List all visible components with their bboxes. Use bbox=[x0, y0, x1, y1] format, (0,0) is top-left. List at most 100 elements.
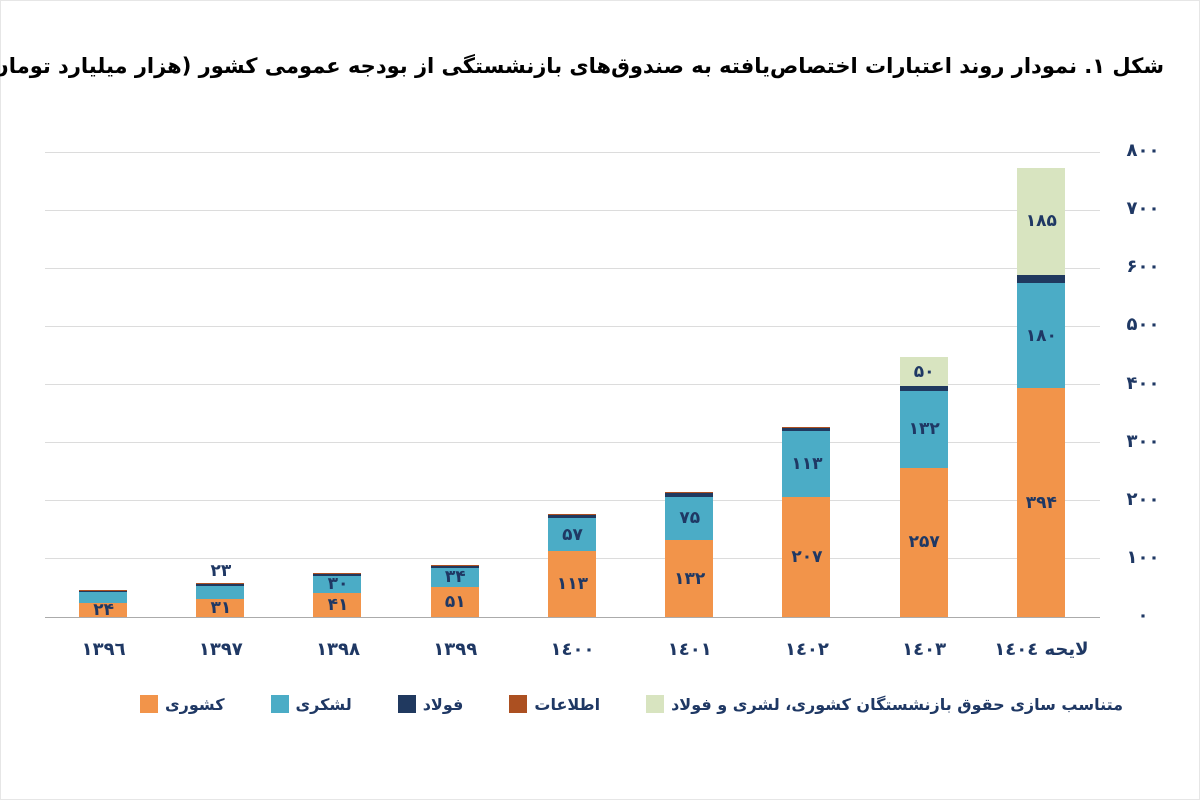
y-tick-label: ۰ bbox=[1137, 605, 1149, 626]
gridline bbox=[45, 500, 1100, 502]
y-tick-label: ۶۰۰ bbox=[1126, 256, 1160, 278]
x-axis-label: لایحه ١٤٠٤ bbox=[994, 639, 1089, 660]
bar-segment bbox=[1016, 167, 1065, 276]
bar-segment bbox=[196, 585, 245, 599]
y-tick-label: ۵۰۰ bbox=[1126, 314, 1160, 336]
y-tick-label: ۱۰۰ bbox=[1126, 546, 1160, 568]
y-tick-label: ۲۰۰ bbox=[1126, 488, 1160, 510]
y-tick-label: ۳۰۰ bbox=[1126, 430, 1160, 452]
bar-value-label: ۳۹۴ bbox=[1025, 492, 1057, 513]
legend-swatch bbox=[397, 695, 416, 713]
bar-segment bbox=[430, 565, 479, 568]
bar-value-label: ۲۴ bbox=[93, 600, 114, 621]
bar-value-label: ۴۱ bbox=[327, 595, 349, 616]
bar-segment bbox=[196, 583, 245, 585]
legend-item: فولاد bbox=[397, 694, 464, 714]
gridline bbox=[45, 267, 1100, 269]
bar-segment bbox=[665, 493, 714, 497]
bar-value-label: ۳۴ bbox=[444, 567, 466, 588]
x-axis: ١٣٩٦ ١٣٩٧ ١٣٩٨ ١٣٩٩ ١٤٠٠ ١٤٠١ ١٤٠٢ ١٤٠٣ لایحه ١٤… bbox=[45, 639, 1100, 669]
bar-segment bbox=[430, 567, 479, 588]
x-axis-label: ١٤٠٢ bbox=[784, 639, 829, 660]
bar-value-label: ۳۰ bbox=[327, 574, 349, 595]
bar-value-label: ۵۱ bbox=[444, 592, 466, 613]
bar-segment bbox=[547, 551, 596, 617]
bar-segment bbox=[547, 515, 596, 519]
legend-swatch bbox=[140, 695, 158, 713]
bar-value-label: ۲۳ bbox=[210, 560, 232, 581]
bar-value-label: ۲۰۷ bbox=[791, 546, 823, 567]
bar-segment bbox=[899, 357, 948, 387]
bar-segment bbox=[1016, 388, 1065, 617]
x-axis-label: ١٣٩٦ bbox=[81, 639, 126, 660]
bar-segment bbox=[899, 390, 948, 468]
bar-segment bbox=[782, 428, 831, 431]
legend-item: متناسب سازی حقوق بازنشستگان کشوری، لشری … bbox=[646, 695, 1123, 714]
bar-segment bbox=[899, 467, 948, 617]
legend-label: اطلاعات bbox=[534, 694, 601, 714]
bar-segment bbox=[547, 514, 596, 516]
bar-segment bbox=[1016, 283, 1065, 388]
legend-item: لشکری bbox=[270, 694, 352, 714]
y-tick-label: ۴۰۰ bbox=[1126, 372, 1160, 394]
bar-value-label: ۳۱ bbox=[210, 597, 232, 618]
bar-value-label: ۲۵۷ bbox=[908, 532, 940, 553]
y-tick-label: ۸۰۰ bbox=[1126, 140, 1160, 161]
bar-segment bbox=[79, 591, 127, 593]
legend-label: لشکری bbox=[295, 694, 352, 714]
x-axis-label: ١٣٩٨ bbox=[316, 639, 361, 660]
bar-segment bbox=[430, 564, 479, 566]
x-axis-label: ١٤٠١ bbox=[667, 639, 712, 660]
bar-value-label: ۵۰ bbox=[913, 361, 935, 382]
legend-label: متناسب سازی حقوق بازنشستگان کشوری، لشری … bbox=[671, 694, 1124, 714]
bar-stack: ۱۳۲ ۷۵ bbox=[631, 152, 748, 617]
legend-label: فولاد bbox=[422, 694, 464, 714]
plot-area: ۰ ۱۰۰ ۲۰۰ ۳۰۰ ۴۰۰ ۵۰۰ ۶۰۰ ۷۰۰ ۸۰۰ ۲۴ ۳۱ ۲۳ ۴۱ ۳۰ ۵۱ ۳۴ ۱… bbox=[45, 140, 1159, 626]
bar-stack: ۳۹۴ ۱۸۰ ۱۸۵ bbox=[983, 152, 1100, 617]
bar-value-label: ۱۸۵ bbox=[1025, 211, 1057, 232]
bar-segment bbox=[79, 590, 127, 592]
legend: کشوری لشکری فولاد اطلاعات متناسب سازی حقوق ب… bbox=[140, 688, 1123, 720]
chart-title: شکل ۱. نمودار روند اعتبارات اختصاص‌یافته… bbox=[0, 54, 1164, 78]
bar-stack: ۵۱ ۳۴ bbox=[397, 152, 514, 617]
legend-swatch bbox=[270, 695, 289, 713]
bar-segment bbox=[782, 431, 831, 497]
bar-segment bbox=[196, 598, 245, 617]
bar-segment bbox=[430, 587, 479, 617]
legend-item: اطلاعات bbox=[509, 695, 600, 714]
bar-value-label: ۱۱۳ bbox=[791, 453, 823, 474]
bar-stack: ۲۰۷ ۱۱۳ bbox=[748, 152, 865, 617]
gridline bbox=[45, 384, 1100, 385]
bar-segment bbox=[313, 593, 362, 617]
x-axis-line bbox=[45, 616, 1100, 618]
bar-stack: ۳۱ ۲۳ bbox=[162, 152, 279, 618]
bar-value-label: ۱۳۲ bbox=[674, 568, 706, 589]
bar-segment bbox=[313, 573, 362, 575]
bar-segment bbox=[196, 584, 245, 586]
gridline bbox=[45, 209, 1100, 211]
bar-value-label: ۱۸۰ bbox=[1025, 325, 1057, 346]
bar-segment bbox=[79, 592, 127, 604]
bar-stack: ۱۱۳ ۵۷ bbox=[514, 152, 631, 617]
legend-swatch bbox=[646, 695, 665, 713]
legend-item: کشوری bbox=[140, 695, 225, 714]
bar-segment bbox=[665, 540, 714, 617]
gridline bbox=[45, 442, 1100, 444]
bar-segment bbox=[1016, 275, 1065, 284]
bar-value-label: ۵۷ bbox=[562, 524, 583, 545]
bar-value-label: ۷۵ bbox=[679, 508, 701, 529]
legend-label: کشوری bbox=[165, 694, 225, 714]
gridline bbox=[45, 151, 1100, 153]
bar-value-label: ۱۳۲ bbox=[908, 419, 940, 440]
x-axis-label: ١٤٠٠ bbox=[550, 639, 595, 660]
bar-segment bbox=[313, 575, 362, 594]
x-axis-label: ١٣٩٩ bbox=[433, 639, 478, 660]
bar-stack: ۲۵۷ ۱۳۲ ۵۰ bbox=[866, 152, 983, 617]
bar-segment bbox=[313, 574, 362, 576]
bar-segment bbox=[665, 496, 714, 541]
bar-segment bbox=[547, 518, 596, 552]
bar-value-label: ۱۱۳ bbox=[556, 574, 589, 595]
bar-stack: ۲۴ bbox=[45, 152, 162, 620]
bar-segment bbox=[899, 386, 948, 391]
